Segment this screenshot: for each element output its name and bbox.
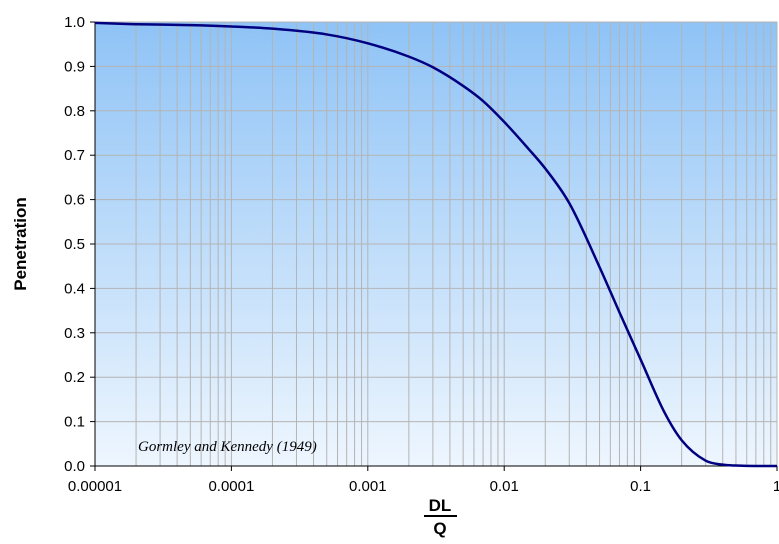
y-tick-label: 0.2 (64, 369, 85, 386)
x-tick-label: 0.00001 (68, 478, 122, 495)
x-axis-title-denominator: Q (433, 519, 446, 538)
y-tick-label: 1.0 (64, 14, 85, 31)
y-tick-label: 0.3 (64, 325, 85, 342)
y-tick-label: 0.9 (64, 58, 85, 75)
tick-labels: 0.0 0.1 0.2 0.3 0.4 0.5 0.6 0.7 0.8 0.9 1.0 0.00001… (64, 14, 779, 495)
y-tick-label: 0.8 (64, 103, 85, 120)
y-tick-label: 0.0 (64, 458, 85, 475)
y-tick-label: 0.6 (64, 192, 85, 209)
series-line (94, 21, 777, 468)
y-tick-label: 0.5 (64, 236, 85, 253)
grid (95, 21, 778, 467)
series-group (94, 21, 777, 468)
x-tick-label: 0.001 (349, 478, 387, 495)
y-tick-label: 0.7 (64, 147, 85, 164)
y-tick-label: 0.4 (64, 280, 85, 297)
y-axis-title: Penetration (11, 197, 30, 291)
annotation: Gormley and Kennedy (1949) (138, 439, 317, 455)
x-tick-label: 0.0001 (208, 478, 254, 495)
x-axis-title-numerator: DL (429, 496, 452, 515)
x-tick-label: 0.01 (490, 478, 519, 495)
x-tick-label: 1 (773, 478, 779, 495)
y-tick-label: 0.1 (64, 414, 85, 431)
x-tick-label: 0.1 (630, 478, 651, 495)
axes (90, 21, 778, 471)
